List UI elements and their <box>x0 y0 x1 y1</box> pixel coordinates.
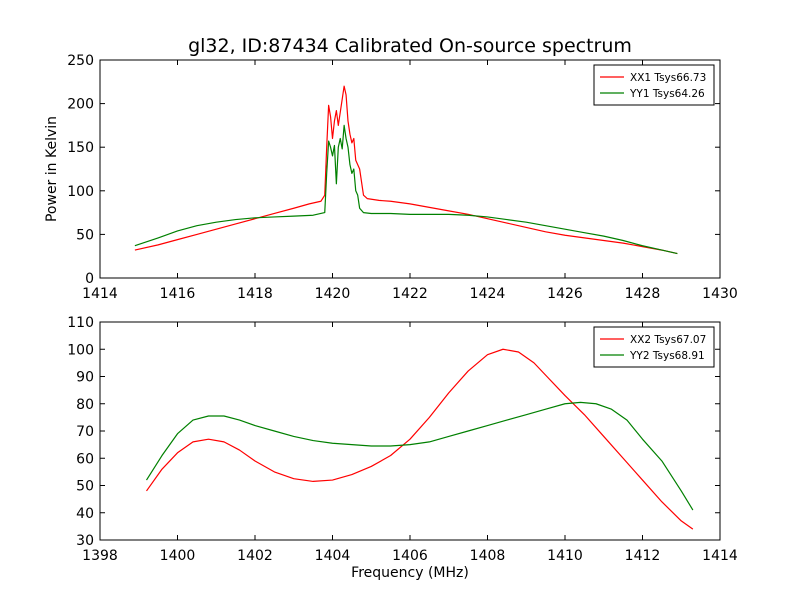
bottom-y-tick-label: 60 <box>76 451 94 467</box>
top-legend <box>593 64 715 106</box>
top-legend-label-2: YY1 Tsys64.26 <box>629 88 705 100</box>
top-y-tick-label: 0 <box>85 271 94 287</box>
top-y-tick-label: 250 <box>67 53 94 69</box>
top-series-line-1 <box>134 85 678 255</box>
bottom-y-tick-label: 110 <box>67 315 94 331</box>
top-y-axis-label: Power in Kelvin <box>44 116 60 222</box>
bottom-legend-label-2: YY2 Tsys68.91 <box>629 350 705 362</box>
top-y-tick-label: 150 <box>67 140 94 156</box>
top-y-tick-label: 200 <box>67 97 94 113</box>
top-legend-label-1: XX1 Tsys66.73 <box>630 72 706 84</box>
bottom-x-tick-label: 1404 <box>315 548 351 564</box>
bottom-y-tick-label: 100 <box>67 342 94 358</box>
top-x-tick-label: 1420 <box>315 286 351 302</box>
bottom-series-line-2 <box>145 401 694 511</box>
bottom-x-tick-label: 1400 <box>160 548 196 564</box>
bottom-y-tick-label: 90 <box>76 370 94 386</box>
bottom-x-tick-label: 1398 <box>82 548 118 564</box>
top-x-tick-label: 1430 <box>702 286 738 302</box>
top-plot-frame <box>99 59 721 279</box>
bottom-x-tick-label: 1406 <box>392 548 428 564</box>
bottom-legend <box>593 326 715 368</box>
bottom-x-tick-label: 1410 <box>547 548 583 564</box>
top-x-tick-label: 1428 <box>625 286 661 302</box>
x-axis-label: Frequency (MHz) <box>351 565 469 581</box>
bottom-y-tick-label: 80 <box>76 397 94 413</box>
top-series-line-2 <box>134 124 678 255</box>
bottom-legend-label-1: XX2 Tsys67.07 <box>630 334 706 346</box>
bottom-plot-frame <box>99 321 721 541</box>
top-y-tick-label: 50 <box>76 227 94 243</box>
bottom-x-tick-label: 1408 <box>470 548 506 564</box>
bottom-x-tick-label: 1402 <box>237 548 273 564</box>
panel-top: 1414 1416 1418 1420 1422 1424 1426 1428 1430 0 50 1… <box>44 53 738 302</box>
top-x-tick-label: 1422 <box>392 286 428 302</box>
top-x-tick-label: 1418 <box>237 286 273 302</box>
top-x-tick-label: 1414 <box>82 286 118 302</box>
bottom-y-tick-label: 50 <box>76 479 94 495</box>
bottom-y-tick-label: 70 <box>76 424 94 440</box>
bottom-y-tick-label: 30 <box>76 533 94 549</box>
top-x-tick-label: 1424 <box>470 286 506 302</box>
top-x-tick-label: 1416 <box>160 286 196 302</box>
chart-title: gl32, ID:87434 Calibrated On-source spec… <box>188 35 632 57</box>
top-y-tick-label: 100 <box>67 184 94 200</box>
bottom-y-tick-label: 40 <box>76 506 94 522</box>
top-x-tick-label: 1426 <box>547 286 583 302</box>
panel-bottom: 1398 1400 1402 1404 1406 1408 1410 1412 1414 30 40… <box>67 315 738 564</box>
bottom-series-line-1 <box>146 348 694 530</box>
bottom-x-tick-label: 1412 <box>625 548 661 564</box>
bottom-x-tick-label: 1414 <box>702 548 738 564</box>
